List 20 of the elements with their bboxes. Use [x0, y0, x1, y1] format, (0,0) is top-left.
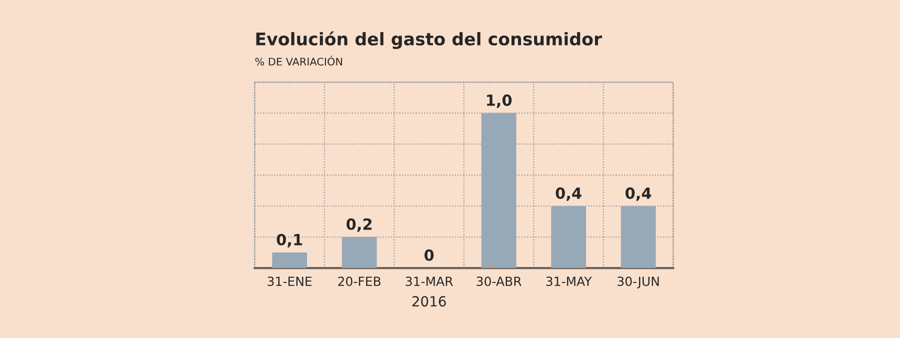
data-label: 0,1 — [276, 234, 302, 248]
x-tick-label: 30-ABR — [476, 276, 522, 286]
x-tick-label: 31-MAR — [406, 276, 453, 286]
bar — [481, 113, 516, 268]
chart-subtitle: % DE VARIACIÓN — [255, 56, 342, 66]
data-label: 0,2 — [346, 218, 372, 232]
x-tick-label: 20-FEB — [338, 276, 380, 286]
text: 2016 — [412, 296, 446, 307]
x-tick-label: 30-JUN — [618, 276, 659, 288]
data-label: 0,4 — [556, 187, 582, 201]
data-label: 0,4 — [626, 187, 652, 201]
bar — [342, 237, 377, 268]
data-label: 1,0 — [487, 94, 512, 108]
x-tick-label: 31-ENE — [268, 276, 312, 286]
bar — [551, 206, 586, 268]
bar — [272, 252, 308, 268]
chart-title: Evolución del gasto del consumidor — [256, 31, 602, 50]
bar — [620, 206, 656, 268]
data-label: 0 — [424, 249, 434, 261]
x-tick-label: 31-MAY — [546, 276, 592, 286]
